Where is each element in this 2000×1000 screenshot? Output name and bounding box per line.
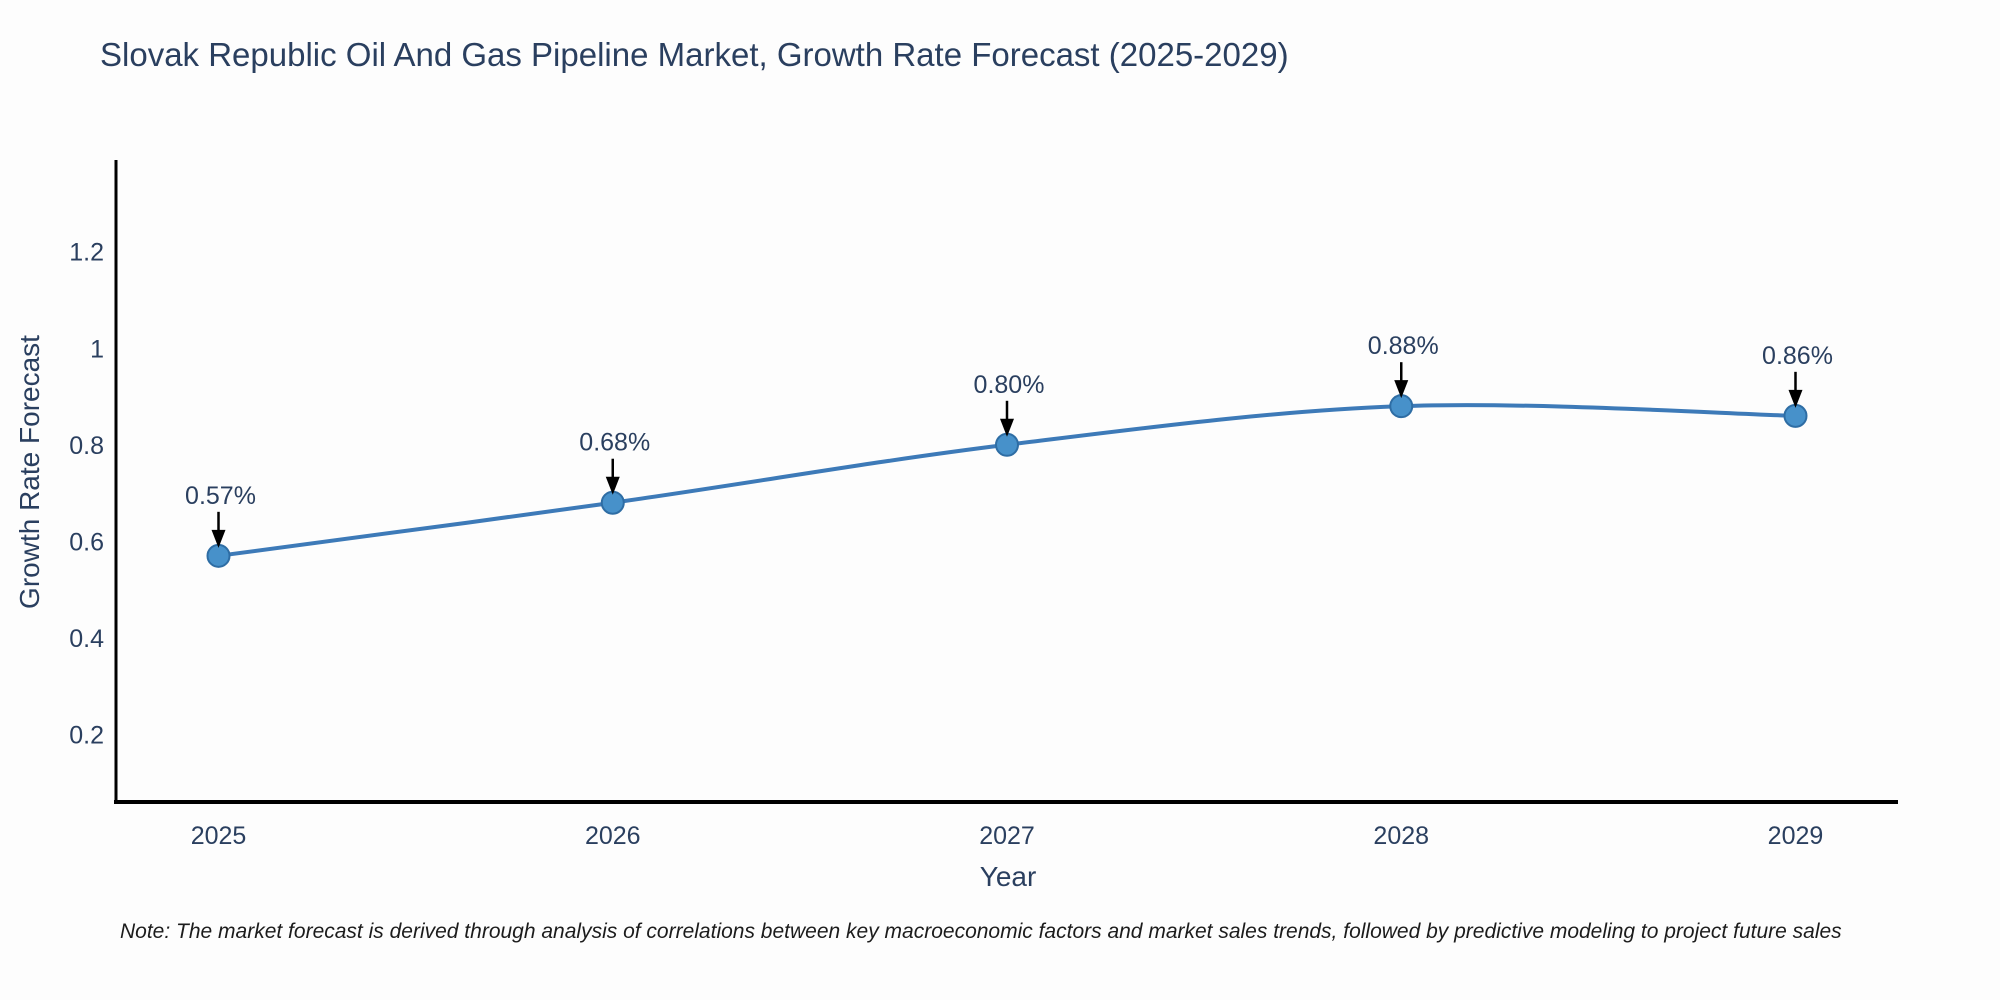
data-point-marker: [600, 490, 625, 515]
point-annotation-label: 0.68%: [579, 429, 650, 457]
point-annotation-label: 0.86%: [1762, 342, 1833, 370]
x-tick-label: 2025: [191, 822, 247, 850]
chart-title: Slovak Republic Oil And Gas Pipeline Mar…: [100, 36, 1289, 73]
data-point-marker: [1783, 403, 1808, 428]
annotation-arrow-head: [1000, 418, 1014, 437]
data-point-marker: [206, 543, 231, 568]
x-tick-label: 2027: [979, 822, 1035, 850]
y-tick-label: 0.8: [69, 432, 104, 460]
annotation-arrow-head: [1788, 389, 1803, 408]
x-axis-title: Year: [979, 861, 1037, 892]
data-point-marker: [1389, 394, 1414, 419]
annotation-arrow-head: [211, 529, 226, 548]
point-annotation-label: 0.57%: [185, 482, 256, 510]
annotation-arrow-head: [605, 476, 620, 495]
y-axis-title: Growth Rate Forecast: [14, 335, 45, 609]
point-annotation-label: 0.88%: [1368, 332, 1439, 360]
x-tick-label: 2028: [1373, 822, 1429, 850]
footnote: Note: The market forecast is derived thr…: [120, 920, 1842, 943]
annotation-arrow-head: [1394, 380, 1409, 399]
y-tick-label: 1.2: [69, 239, 104, 267]
y-tick-label: 0.6: [69, 528, 104, 556]
y-tick-label: 0.4: [69, 625, 104, 653]
x-tick-label: 2026: [585, 822, 641, 850]
y-tick-label: 1: [90, 335, 104, 363]
x-tick-label: 2029: [1768, 822, 1824, 850]
point-annotation-label: 0.80%: [974, 371, 1045, 399]
data-point-marker: [995, 432, 1019, 457]
y-tick-label: 0.2: [69, 721, 104, 749]
